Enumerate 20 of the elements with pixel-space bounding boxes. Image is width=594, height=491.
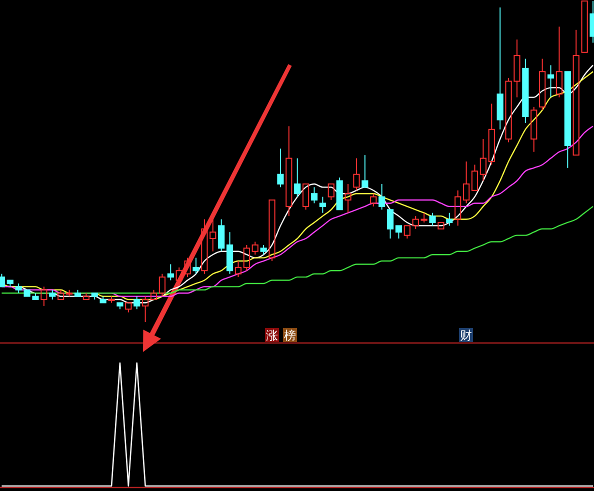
candlestick — [167, 264, 174, 281]
candlestick — [294, 158, 301, 198]
candlestick — [286, 126, 292, 217]
text: 涨 — [266, 328, 278, 342]
text: 榜 — [284, 328, 296, 342]
candlestick — [40, 286, 48, 306]
text: 财 — [460, 328, 472, 342]
candlestick — [201, 218, 208, 274]
candlestick — [370, 193, 377, 207]
candlestick — [226, 232, 234, 274]
candlestick — [192, 257, 200, 274]
candlestick — [480, 138, 486, 182]
candlestick — [412, 216, 419, 230]
candlestick — [344, 183, 352, 214]
candlestick — [353, 158, 360, 191]
candlestick — [522, 58, 529, 124]
candlestick — [210, 218, 216, 252]
candlestick — [496, 6, 504, 130]
candlestick — [547, 64, 554, 98]
candlestick — [556, 26, 563, 98]
